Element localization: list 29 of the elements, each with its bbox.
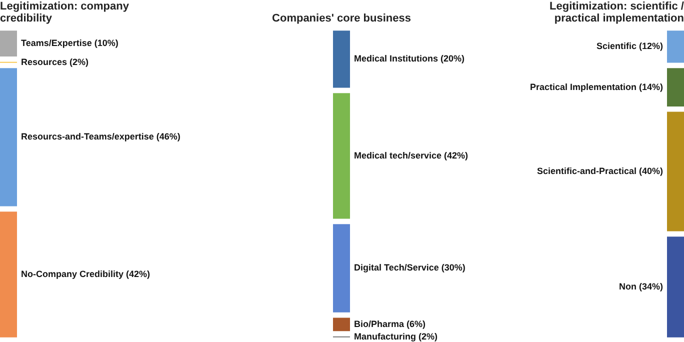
- data-label: (6%): [406, 318, 426, 329]
- data-label: (14%): [638, 82, 664, 92]
- text: Legitimization: scientific / practical implementation: [550, 0, 684, 25]
- category-label: Non: [619, 281, 636, 292]
- category-label: Medical tech/service: [354, 150, 442, 160]
- category-label: Digital Tech/Service: [354, 262, 439, 273]
- data-label: (42%): [444, 150, 468, 160]
- category-label: Scientific: [596, 41, 636, 52]
- data-label: (12%): [638, 41, 664, 52]
- data-label: (40%): [638, 166, 664, 176]
- data-label: (30%): [441, 262, 466, 273]
- data-label: (2%): [70, 56, 89, 67]
- category-label: Resourcs-and-Teams/expertise: [21, 132, 154, 142]
- category-label: Teams/Expertise: [21, 38, 92, 48]
- category-label: Practical Implementation: [530, 82, 637, 92]
- data-label: (46%): [156, 132, 180, 142]
- text: Companies' core business: [272, 12, 411, 25]
- text: Legitimization: company credibility: [0, 0, 130, 25]
- category-label: Resources: [21, 56, 68, 67]
- category-label: Manufacturing: [354, 331, 416, 342]
- category-label: Medical Institutions: [354, 54, 438, 64]
- category-label: Scientific-and-Practical: [536, 166, 637, 176]
- category-label: Bio/Pharma: [354, 318, 406, 329]
- data-label: (2%): [418, 331, 438, 342]
- category-label: No-Company Credibility: [21, 268, 124, 279]
- data-label: (10%): [94, 38, 118, 48]
- data-label: (34%): [638, 281, 664, 292]
- data-label: (20%): [440, 54, 465, 64]
- data-label: (42%): [126, 268, 150, 279]
